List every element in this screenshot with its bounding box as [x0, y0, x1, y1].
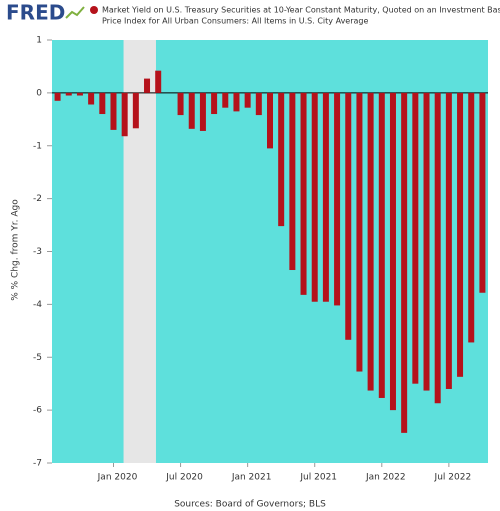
bar — [255, 92, 262, 116]
bar — [88, 92, 95, 105]
bar — [65, 92, 72, 96]
bar — [211, 92, 218, 115]
source: Sources: Board of Governors; BLS — [174, 500, 326, 510]
bar — [76, 92, 83, 96]
brand-logo: FRED — [6, 1, 65, 25]
y-tick-label: -5 — [33, 353, 42, 363]
y-tick-label: 0 — [36, 88, 42, 98]
bar — [389, 92, 396, 411]
bar — [267, 92, 273, 149]
bar — [479, 92, 486, 293]
bar — [188, 92, 195, 129]
legend-line: Price Index for All Urban Consumers: All… — [102, 17, 369, 26]
bar — [177, 92, 184, 116]
bar — [367, 92, 374, 391]
bar — [334, 92, 341, 306]
y-tick-label: 1 — [36, 36, 42, 46]
bar — [378, 92, 385, 398]
x-tick-label: Jan 2020 — [97, 473, 138, 483]
bar — [457, 92, 464, 377]
x-tick-label: Jan 2021 — [231, 473, 272, 483]
recession-shade — [123, 40, 156, 463]
y-tick-label: -6 — [33, 406, 42, 416]
bar — [199, 92, 206, 131]
legend-line: Market Yield on U.S. Treasury Securities… — [102, 6, 500, 15]
logo-icon — [65, 6, 85, 19]
bar — [144, 78, 151, 93]
y-tick-label: -7 — [33, 459, 42, 469]
y-tick-label: -4 — [33, 300, 42, 310]
bar — [244, 92, 251, 108]
bar — [99, 92, 106, 115]
bar — [233, 92, 240, 112]
bar — [278, 92, 285, 227]
bar — [445, 92, 452, 389]
bar — [300, 92, 307, 295]
x-tick-label: Jul 2022 — [434, 473, 472, 483]
bar — [132, 92, 139, 129]
y-tick-label: -2 — [33, 194, 42, 204]
bar — [121, 92, 128, 137]
y-tick-label: -3 — [33, 247, 42, 257]
bar — [155, 70, 162, 93]
legend-swatch — [90, 6, 98, 14]
x-tick-label: Jul 2021 — [299, 473, 337, 483]
y-tick-label: -1 — [33, 141, 42, 151]
bar — [356, 92, 363, 372]
bar — [423, 92, 430, 391]
bar — [434, 92, 441, 404]
bar — [468, 92, 475, 343]
bar — [110, 92, 117, 130]
x-tick-label: Jul 2020 — [165, 473, 203, 483]
bar — [345, 92, 352, 340]
bar — [289, 92, 296, 271]
bar — [412, 92, 419, 384]
bar — [322, 92, 329, 302]
bar — [311, 92, 318, 302]
x-tick-label: Jan 2022 — [365, 473, 406, 483]
bar — [401, 92, 408, 433]
bar — [222, 92, 229, 108]
bar — [54, 92, 61, 101]
y-axis-label: % % Chg. from Yr. Ago — [11, 199, 21, 301]
